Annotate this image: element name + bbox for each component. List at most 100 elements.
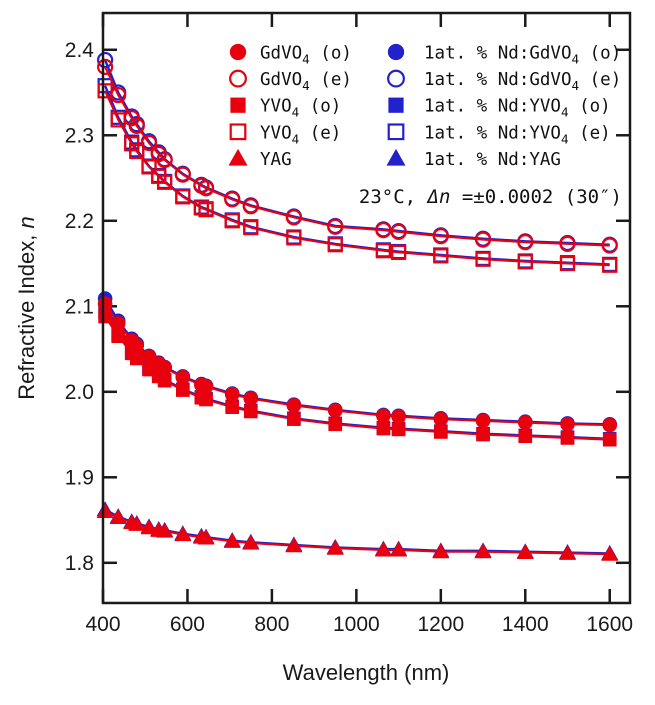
marker-circle-open-icon [156,151,173,169]
marker-triangle-filled-icon [242,534,260,550]
marker-circle-open-icon [559,235,576,252]
marker-triangle-filled-icon [96,503,114,519]
series-line [104,297,610,426]
legend-item-gdvo4-e-: GdVO4 (e) [229,69,352,93]
marker-square-open-icon [97,83,113,99]
marker-triangle-filled-icon [326,539,344,555]
y-tick-label: 1.8 [65,552,94,575]
marker-triangle-filled-icon [432,543,450,559]
y-axis-ticks: 1.8 1.9 2.0 2.1 2.2 2.3 2.4 [65,39,630,575]
series-yvo4-e [97,83,618,273]
marker-circle-open-icon [242,198,259,215]
marker-circle-open-icon [474,231,492,248]
marker-circle-open-icon [229,69,247,88]
marker-square-open-icon [243,220,259,236]
marker-square-open-icon [475,251,491,267]
series-nd-yag [96,501,619,560]
marker-square-filled-icon [388,97,404,113]
marker-circle-open-icon [517,234,534,251]
marker-square-open-icon [387,123,405,141]
y-tick-label: 2.0 [65,381,94,404]
x-tick-label: 1600 [586,613,633,636]
marker-triangle-filled-icon [140,519,158,535]
marker-triangle-filled-icon [223,532,241,548]
marker-circle-filled-icon [198,379,214,394]
marker-square-open-icon [327,237,343,253]
marker-circle-open-icon [375,222,392,239]
x-tick-label: 800 [254,613,289,636]
marker-triangle-filled-icon [474,543,492,559]
y-tick-label: 2.4 [65,39,95,62]
y-axis-title: Refractive Index, n [14,216,40,399]
marker-square-filled-icon [560,431,575,445]
x-tick-label: 1200 [417,613,464,636]
series-nd-gdvo4-o [97,291,618,432]
series-gdvo4-o [97,296,618,433]
legend-label: 1at. % Nd:YAG [424,150,561,170]
marker-square-open-icon [602,257,618,273]
marker-circle-filled-icon [110,316,126,331]
marker-circle-filled-icon [376,408,391,424]
marker-square-open-icon [193,200,209,216]
x-tick-label: 1000 [333,613,380,636]
marker-square-filled-icon [225,400,240,414]
legend-label: YVO4 (e) [260,123,341,146]
marker-square-filled-icon [434,425,448,439]
marker-triangle-filled-icon [386,148,406,166]
marker-square-filled-icon [243,404,258,419]
marker-circle-filled-icon [602,417,618,433]
legend-item-yvo4-o-: YVO4 (o) [230,97,341,120]
marker-triangle-filled-icon [174,526,192,542]
marker-triangle-filled-icon [516,544,534,560]
marker-triangle-filled-icon [109,508,127,524]
marker-square-open-icon [433,248,449,264]
marker-circle-filled-icon [475,413,491,429]
y-axis-title-text: Refractive Index, [14,228,39,400]
series-gdvo4-e [97,58,618,254]
y-tick-label: 2.1 [65,295,94,318]
legend-item-1at-nd-gdvo4-o-: 1at. % Nd:GdVO4 (o) [387,44,621,67]
marker-square-open-icon [97,78,113,94]
marker-circle-filled-icon [286,398,302,413]
marker-square-open-icon [390,244,407,261]
marker-square-filled-icon [476,427,490,442]
marker-square-filled-icon [376,421,391,436]
marker-square-open-icon [157,174,173,190]
y-axis-title-symbol: n [14,216,39,229]
marker-circle-open-icon [128,117,145,134]
legend-item-1at-nd-gdvo4-e-: 1at. % Nd:GdVO4 (e) [387,69,621,93]
x-tick-label: 1400 [502,613,549,636]
marker-circle-filled-icon [327,403,343,418]
legend-label: GdVO4 (o) [260,44,352,67]
marker-square-open-icon [141,159,157,175]
series-yvo4-o [98,309,617,447]
marker-circle-filled-icon [243,391,259,406]
legend-label: 1at. % Nd:YVO4 (e) [424,123,611,146]
marker-square-filled-icon [176,383,190,397]
marker-square-filled-icon [129,351,144,366]
marker-circle-filled-icon [517,415,533,430]
marker-circle-open-icon [601,237,618,254]
legend-item-1at-nd-yvo4-o-: 1at. % Nd:YVO4 (o) [388,97,611,120]
marker-triangle-filled-icon [601,545,619,561]
marker-square-filled-icon [157,373,172,388]
marker-circle-open-icon [140,134,158,152]
x-axis-title: Wavelength (nm) [282,660,450,685]
marker-circle-open-icon [327,218,344,235]
legend-label: 1at. % Nd:GdVO4 (e) [424,70,621,93]
marker-circle-open-icon [387,69,405,88]
series-line [104,90,610,267]
marker-triangle-filled-icon [197,529,215,545]
marker-triangle-filled-icon [128,515,146,531]
marker-square-filled-icon [391,422,406,437]
x-tick-label: 600 [170,613,205,636]
series-line [104,303,610,427]
marker-square-filled-icon [287,412,301,426]
marker-circle-open-icon [197,180,215,197]
marker-square-open-icon [124,136,140,152]
legend-label: 1at. % Nd:GdVO4 (o) [424,44,621,67]
marker-triangle-filled-icon [390,541,408,557]
marker-circle-filled-icon [433,411,449,427]
